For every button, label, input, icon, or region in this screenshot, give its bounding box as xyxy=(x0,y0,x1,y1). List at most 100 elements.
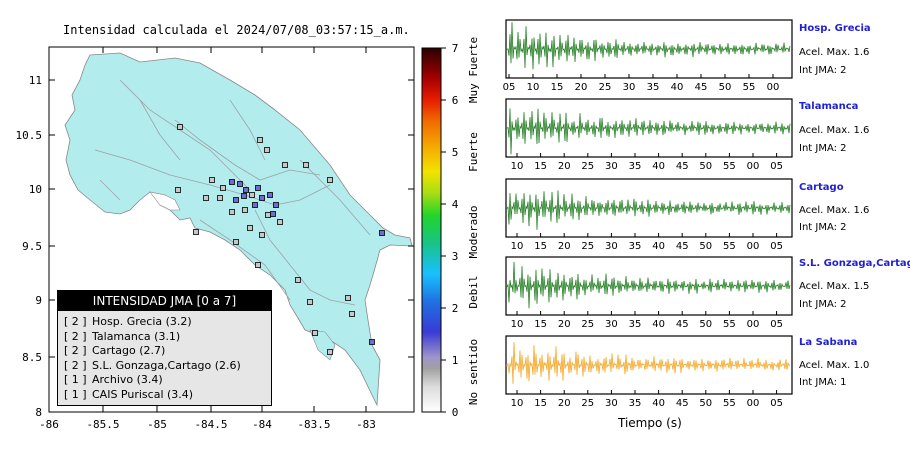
waveform-tick-label: 20 xyxy=(558,161,571,172)
station-marker xyxy=(257,137,263,143)
legend-row: [ 1 ] CAIS Puriscal (3.4) xyxy=(64,388,271,403)
waveform-trace xyxy=(505,22,791,70)
waveform-tick-label: 50 xyxy=(699,241,712,252)
legend-station: Cartago (2.7) xyxy=(92,344,166,357)
waveform-tick-label: 40 xyxy=(671,82,684,93)
waveform-tick-label: 40 xyxy=(652,161,665,172)
costa-rica-landmass xyxy=(64,52,413,407)
legend-level: [ 2 ] xyxy=(64,315,87,328)
map-x-tick-label: -84.5 xyxy=(194,418,227,431)
waveform-panels: 05 10 15 20 25 30 35 40 45 50 55 00 10 15 20 25 30 35 40 45… xyxy=(503,19,793,409)
legend-level: [ 2 ] xyxy=(64,358,87,372)
legend-level: [ 2 ] xyxy=(64,329,87,343)
station-marker xyxy=(259,232,265,238)
station-marker xyxy=(264,147,270,153)
waveform-tick-label: 35 xyxy=(647,82,660,93)
waveform-tick-label: 05 xyxy=(770,241,783,252)
legend-station: Hosp. Grecia (3.2) xyxy=(92,315,192,328)
waveform-tick-label: 10 xyxy=(511,398,524,409)
station-marker xyxy=(303,162,309,168)
colorbar-category-label: Debil xyxy=(467,275,480,308)
waveform-tick-label: 55 xyxy=(723,241,736,252)
map-x-tick-label: -83.5 xyxy=(297,418,330,431)
waveform-tick-label: 40 xyxy=(652,319,665,330)
waveform-tick-label: 40 xyxy=(652,241,665,252)
station-marker xyxy=(255,185,261,191)
map-x-tick-label: -85 xyxy=(147,418,167,431)
map-y-tick-label: 10 xyxy=(29,183,42,196)
waveform-tick-label: 45 xyxy=(695,82,708,93)
station-marker xyxy=(233,197,239,203)
station-marker xyxy=(307,299,313,305)
station-marker xyxy=(295,277,301,283)
waveform-panel: 10 15 20 25 30 35 40 45 50 55 00 05 xyxy=(505,256,793,330)
station-marker xyxy=(327,177,333,183)
waveform-tick-label: 35 xyxy=(629,319,642,330)
station-marker xyxy=(203,195,209,201)
gulf-of-nicoya xyxy=(149,191,181,211)
map-y-tick-label: 10.5 xyxy=(16,129,43,142)
legend-list: [ 2 ] Hosp. Grecia (3.2) [ 2 ] Talamanca (… xyxy=(64,315,271,402)
waveform-tick-label: 30 xyxy=(605,319,618,330)
station-marker xyxy=(273,202,279,208)
station-marker xyxy=(229,179,235,185)
station-int: Int JMA: 2 xyxy=(799,299,847,310)
map-y-tick-label: 9 xyxy=(35,294,42,307)
station-marker xyxy=(252,202,258,208)
waveform-tick-label: 50 xyxy=(699,398,712,409)
waveform-tick-label: 05 xyxy=(503,82,516,93)
map-x-axis: -86 -85.5 -85 -84.5 -84 -83.5 -83 xyxy=(39,47,376,431)
waveform-tick-label: 00 xyxy=(747,241,760,252)
waveform-tick-label: 00 xyxy=(747,319,760,330)
waveform-tick-label: 30 xyxy=(605,241,618,252)
map-y-tick-label: 11 xyxy=(29,74,42,87)
legend-row: [ 2 ] Talamanca (3.1) xyxy=(64,330,271,345)
colorbar-tick-label: 4 xyxy=(452,198,459,211)
waveform-tick-label: 15 xyxy=(534,161,547,172)
legend-row: [ 2 ] S.L. Gonzaga,Cartago (2.6) xyxy=(64,359,271,374)
station-name: Hosp. Grecia xyxy=(799,23,871,34)
legend-level: [ 1 ] xyxy=(64,387,87,401)
waveform-tick-label: 30 xyxy=(605,398,618,409)
waveform-trace xyxy=(506,108,791,155)
station-int: Int JMA: 2 xyxy=(799,222,847,233)
station-marker xyxy=(233,239,239,245)
station-marker xyxy=(270,211,276,217)
waveform-tick-label: 25 xyxy=(599,82,612,93)
waveform-tick-label: 10 xyxy=(511,241,524,252)
map-x-tick-label: -86 xyxy=(39,418,59,431)
map-y-tick-label: 8 xyxy=(35,406,42,419)
waveform-tick-label: 45 xyxy=(676,241,689,252)
waveform-panel: 10 15 20 25 30 35 40 45 50 55 00 05 xyxy=(505,335,793,409)
station-marker xyxy=(237,181,243,187)
time-axis-label: Tiempo (s) xyxy=(618,416,682,430)
colorbar-category-label: Fuerte xyxy=(467,132,480,172)
waveform-tick-label: 35 xyxy=(629,398,642,409)
colorbar-category-label: Moderado xyxy=(467,206,480,259)
waveform-tick-label: 45 xyxy=(676,319,689,330)
legend-header: INTENSIDAD JMA [0 a 7] xyxy=(58,291,271,311)
waveform-tick-label: 15 xyxy=(534,241,547,252)
station-info-hosp-grecia: Hosp. Grecia Acel. Max. 1.6 Int JMA: 2 xyxy=(799,23,909,83)
station-marker xyxy=(209,177,215,183)
colorbar-tick-label: 3 xyxy=(452,250,459,263)
colorbar-tick-label: 7 xyxy=(452,42,459,55)
station-acel: Acel. Max. 1.6 xyxy=(799,205,870,216)
waveform-tick-label: 55 xyxy=(723,161,736,172)
waveform-tick-label: 45 xyxy=(676,161,689,172)
station-info-cartago: Cartago Acel. Max. 1.6 Int JMA: 2 xyxy=(799,182,909,242)
waveform-tick-label: 50 xyxy=(699,161,712,172)
colorbar-tick-label: 2 xyxy=(452,302,459,315)
colorbar-tick-label: 0 xyxy=(452,406,459,419)
waveform-tick-label: 20 xyxy=(558,319,571,330)
waveform-tick-label: 35 xyxy=(629,161,642,172)
waveform-tick-label: 50 xyxy=(719,82,732,93)
station-acel: Acel. Max. 1.6 xyxy=(799,125,870,136)
waveform-tick-label: 55 xyxy=(743,82,756,93)
waveform-tick-label: 30 xyxy=(623,82,636,93)
waveform-tick-label: 10 xyxy=(511,319,524,330)
legend-row: [ 2 ] Hosp. Grecia (3.2) xyxy=(64,315,271,330)
colorbar-category-label: Muy Fuerte xyxy=(467,37,480,103)
station-acel: Acel. Max. 1.6 xyxy=(799,47,870,58)
station-int: Int JMA: 2 xyxy=(799,143,847,154)
